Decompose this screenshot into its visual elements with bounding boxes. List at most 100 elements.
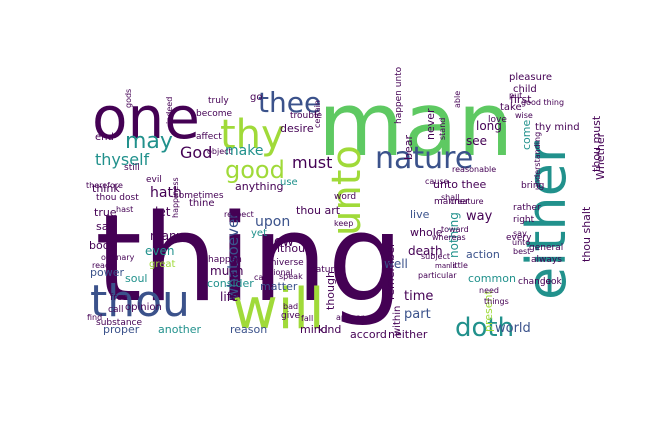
cloud-word-whether: Whether (594, 132, 607, 180)
cloud-word-certain: certain (313, 100, 322, 128)
cloud-word-even: even (145, 244, 174, 258)
cloud-word-unto: unto (324, 145, 370, 236)
cloud-word-either: either (515, 140, 578, 300)
cloud-word-truly: truly (208, 96, 229, 106)
cloud-word-bring: bring (521, 181, 544, 191)
cloud-word-many: many (150, 229, 184, 243)
cloud-word-love: love (488, 115, 507, 125)
cloud-word-see: see (466, 134, 487, 148)
cloud-word-will: will (232, 277, 324, 342)
cloud-word-mind: mind (300, 323, 328, 336)
cloud-word-sometimes: sometimes (174, 191, 224, 201)
cloud-word-reason: reason (230, 323, 267, 336)
cloud-word-opinion: opinion (125, 302, 162, 313)
cloud-word-let: let (155, 205, 171, 219)
cloud-word-bad: bad (283, 302, 298, 311)
cloud-word-may: may (125, 129, 173, 154)
cloud-word-action: action (466, 248, 500, 261)
cloud-word-consider: consider (207, 277, 254, 290)
cloud-word-need: need (479, 286, 499, 295)
cloud-word-toward: toward (441, 225, 469, 234)
cloud-word-little: little (450, 261, 468, 270)
cloud-word-evil: evil (146, 175, 162, 185)
cloud-word-pleasure: pleasure (509, 72, 552, 83)
cloud-word-call: call (108, 305, 123, 315)
cloud-word-ready: ready (92, 261, 115, 270)
cloud-word-best: best (513, 247, 530, 256)
cloud-word-part: part (404, 307, 431, 322)
cloud-word-thee: thee (258, 86, 321, 119)
cloud-word-thou: thou (90, 276, 190, 327)
cloud-word-every: every (506, 233, 532, 243)
cloud-word-indeed: indeed (165, 97, 174, 124)
cloud-word-hast: hast (116, 205, 133, 214)
cloud-word-man: man (318, 73, 513, 176)
cloud-word-much: much (210, 264, 244, 278)
cloud-word-power: power (90, 266, 124, 279)
cloud-word-put: put (509, 91, 522, 100)
cloud-word-wise: wise (515, 111, 533, 120)
cloud-word-fall: fall (301, 314, 313, 323)
cloud-word-yet: yet (251, 228, 267, 239)
cloud-word-anything: anything (235, 180, 284, 193)
cloud-word-thyself: thyself (95, 150, 150, 169)
cloud-word-understanding: understanding (533, 132, 542, 190)
cloud-word-subject: subject (421, 252, 450, 261)
cloud-word-whatsoever: whatsoever (224, 212, 242, 300)
cloud-word-good: good (225, 156, 285, 184)
cloud-word-whole: whole (410, 226, 443, 239)
cloud-word-think: think (92, 182, 120, 195)
cloud-word-matter: matter (260, 280, 298, 293)
cloud-word-remember: remember (384, 242, 397, 300)
cloud-word-make: make (225, 143, 263, 159)
cloud-word-rather: rather (513, 203, 541, 213)
cloud-word-life: life (220, 290, 238, 304)
cloud-word-gods: gods (124, 89, 133, 108)
cloud-word-care: care (254, 273, 271, 282)
cloud-word-become: become (196, 109, 232, 119)
cloud-word-right: right (513, 215, 535, 225)
cloud-word-change: change (518, 277, 552, 287)
cloud-word-happen-unto: happen unto (394, 66, 404, 124)
cloud-word-creature: creature (450, 197, 484, 206)
cloud-word-never: never (424, 108, 437, 140)
cloud-word-another: another (158, 323, 201, 336)
cloud-word-unto: unto (512, 238, 530, 247)
cloud-word-still: still (124, 163, 140, 173)
cloud-word-appear: appear (336, 313, 365, 322)
cloud-word-neither: neither (388, 328, 428, 341)
cloud-word-bear: bear (402, 135, 415, 160)
cloud-word-time: time (404, 289, 433, 304)
cloud-word-without: without (268, 242, 310, 255)
cloud-word-say: say (96, 220, 115, 233)
cloud-word-within: within (392, 306, 403, 336)
cloud-word-reasonable: reasonable (452, 165, 496, 174)
cloud-word-say: say (513, 229, 527, 238)
cloud-word-respect: respect (224, 210, 254, 219)
cloud-word-happiness: happiness (171, 177, 180, 218)
cloud-word-thy-mind: thy mind (535, 122, 580, 133)
cloud-word-well: well (384, 257, 408, 271)
cloud-word-desire: desire (280, 122, 314, 135)
cloud-word-true: true (94, 206, 117, 219)
cloud-word-proper: proper (103, 323, 140, 336)
cloud-word-thou-dost: thou dost (96, 193, 139, 203)
cloud-word-death: death (408, 244, 443, 258)
cloud-word-kind: kind (318, 323, 341, 336)
cloud-word-man-s: man s (435, 262, 457, 270)
cloud-word-thy: thy (220, 112, 285, 158)
cloud-word-first: first (510, 93, 532, 106)
cloud-word-soul: soul (125, 272, 148, 285)
cloud-word-body: body (89, 239, 117, 252)
cloud-word-one: one (92, 84, 200, 152)
cloud-word-able: able (453, 91, 462, 108)
cloud-word-happen: happen (208, 255, 242, 265)
cloud-word-things: things (484, 297, 509, 306)
cloud-word-stand: stand (438, 118, 447, 140)
cloud-word-always: always (531, 255, 562, 265)
cloud-word-child: child (513, 84, 537, 95)
cloud-word-come: come (520, 120, 533, 150)
cloud-word-find: find (87, 313, 102, 322)
cloud-word-good-thing: good thing (521, 98, 564, 107)
cloud-word-particular: particular (418, 271, 457, 280)
